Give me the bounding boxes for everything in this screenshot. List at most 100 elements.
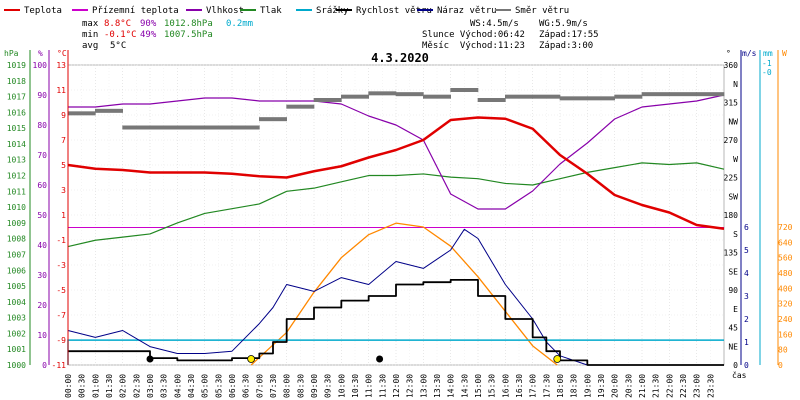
temp-tick-label: -3 [56, 261, 66, 270]
time-tick-label: 15:00 [474, 374, 483, 398]
min-hum: 49% [140, 30, 157, 40]
unit-ms: m/s [742, 49, 757, 58]
w-tick-label: 400 [778, 284, 793, 293]
wind-dir-marker [231, 125, 260, 130]
time-tick-label: 22:00 [665, 374, 674, 398]
temp-tick-label: 9 [61, 111, 66, 120]
time-tick-label: 23:30 [706, 374, 715, 398]
unit-c: °C [57, 49, 67, 58]
dir-tick-label: NW [728, 117, 738, 126]
unit-w: W [782, 49, 787, 58]
wind-dir-marker [532, 94, 561, 99]
hpa-tick-label: 1019 [7, 61, 26, 70]
time-tick-label: 07:30 [269, 374, 278, 398]
legend-label: Teplota [24, 6, 62, 16]
hpa-tick-label: 1004 [7, 298, 26, 307]
temp-tick-label: -5 [56, 286, 66, 295]
ms-tick-label: 6 [744, 223, 749, 232]
info-wg: WG:5.9m/s [539, 19, 588, 29]
pct-tick-label: 80 [37, 121, 47, 130]
wind-dir-marker [341, 94, 369, 99]
legend: Teplota Přízemní teplota Vlhkost Tlak Srážky… [4, 6, 569, 16]
ms-tick-label: 2 [744, 315, 749, 324]
time-tick-label: 20:30 [624, 374, 633, 398]
wind-dir-marker [395, 92, 424, 97]
dir-tick-label: S [733, 230, 738, 239]
pressure-line [67, 162, 725, 248]
time-tick-label: 10:00 [337, 374, 346, 398]
wind-dir-marker [559, 96, 588, 101]
summary-block: max 8.8°C 90% 1012.8hPa 0.2mm min -0.1°C… [82, 19, 253, 51]
info-sun-set: Západ:17:55 [539, 30, 599, 40]
wind-dir-marker [204, 125, 233, 130]
wind-dir-marker [286, 104, 315, 109]
time-tick-label: 19:30 [597, 374, 606, 398]
time-tick-label: 06:30 [242, 374, 251, 398]
legend-label: Přízemní teplota [92, 6, 179, 16]
max-label: max [82, 19, 99, 29]
max-rain: 0.2mm [226, 19, 253, 29]
time-tick-label: 11:30 [378, 374, 387, 398]
info-moon-rise: Měsíc Východ:11:23 [422, 41, 525, 51]
pct-tick-label: 10 [37, 331, 47, 340]
hpa-tick-label: 1010 [7, 203, 26, 212]
humidity-line [68, 94, 725, 210]
time-axis: 00:00 00:30 01:00 01:30 02:00 02:30 03:00 03:30… [64, 374, 715, 398]
ms-tick-label: 0 [744, 361, 749, 370]
time-tick-label: 08:00 [283, 374, 292, 398]
pct-tick-label: 20 [37, 301, 47, 310]
legend-label: Tlak [260, 6, 282, 16]
plot-area [67, 64, 725, 366]
temp-tick-label: -1 [56, 236, 66, 245]
legend-label: Směr větru [515, 6, 569, 16]
moonrise-marker [376, 355, 384, 363]
time-tick-label: 12:30 [406, 374, 415, 398]
dir-tick-label: W [733, 155, 738, 164]
wind-dir-marker [259, 117, 287, 122]
legend-label: Rychlost větru [356, 6, 432, 16]
dir-tick-label: 90 [728, 286, 738, 295]
wind-dir-marker [477, 98, 506, 102]
w-tick-label: 320 [778, 300, 793, 309]
time-tick-label: 00:30 [78, 374, 87, 398]
min-temp: -0.1°C [104, 30, 137, 40]
time-tick-label: 20:00 [611, 374, 620, 398]
dir-tick-label: 180 [724, 211, 739, 220]
dir-tick-label: NE [728, 342, 738, 351]
info-block: WS:4.5m/s WG:5.9m/s Slunce Východ:06:42 … [422, 19, 599, 51]
pct-tick-label: 40 [37, 241, 47, 250]
time-tick-label: 13:00 [419, 374, 428, 398]
max-press: 1012.8hPa [164, 19, 213, 29]
time-tick-label: 10:30 [351, 374, 360, 398]
temp-tick-label: 1 [61, 211, 66, 220]
time-tick-label: 09:00 [310, 374, 319, 398]
unit-deg: ° [726, 49, 731, 58]
pct-tick-label: 90 [37, 91, 47, 100]
hpa-tick-label: 1017 [7, 93, 26, 102]
dir-tick-label: SE [728, 267, 738, 276]
hpa-tick-label: 1005 [7, 282, 26, 291]
wind-dir-marker [313, 98, 342, 102]
temp-tick-label: -11 [52, 361, 67, 370]
hpa-tick-label: 1003 [7, 314, 26, 323]
time-tick-label: 03:30 [160, 374, 169, 398]
w-tick-label: 720 [778, 223, 793, 232]
hpa-tick-label: 1012 [7, 172, 26, 181]
pct-tick-label: 60 [37, 181, 47, 190]
dir-tick-label: 360 [724, 61, 739, 70]
time-tick-label: 17:00 [529, 374, 538, 398]
hpa-tick-label: 1018 [7, 77, 26, 86]
gust-line [67, 228, 724, 366]
time-tick-label: 06:00 [228, 374, 237, 398]
chart-title: 4.3.2020 [371, 51, 429, 65]
wind-dir-marker [614, 94, 643, 99]
unit-pct: % [38, 49, 43, 58]
pct-tick-label: 30 [37, 271, 47, 280]
temp-tick-label: -7 [56, 311, 66, 320]
temp-tick-label: 11 [56, 86, 66, 95]
unit-mm: mm [763, 49, 773, 58]
info-ws: WS:4.5m/s [470, 19, 519, 29]
wind-dir-marker [587, 96, 615, 101]
hpa-tick-label: 1007 [7, 250, 26, 259]
time-tick-label: 05:30 [214, 374, 223, 398]
